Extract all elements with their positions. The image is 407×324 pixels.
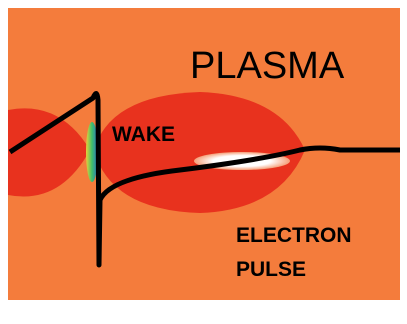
plasma-label: PLASMA xyxy=(190,45,345,87)
pulse-label-line1: ELECTRON xyxy=(236,224,352,247)
wake-label: WAKE xyxy=(112,123,175,146)
pulse-label-line2: PULSE xyxy=(236,258,306,281)
plasma-wake-figure: PLASMA WAKE ELECTRON PULSE xyxy=(0,0,407,319)
